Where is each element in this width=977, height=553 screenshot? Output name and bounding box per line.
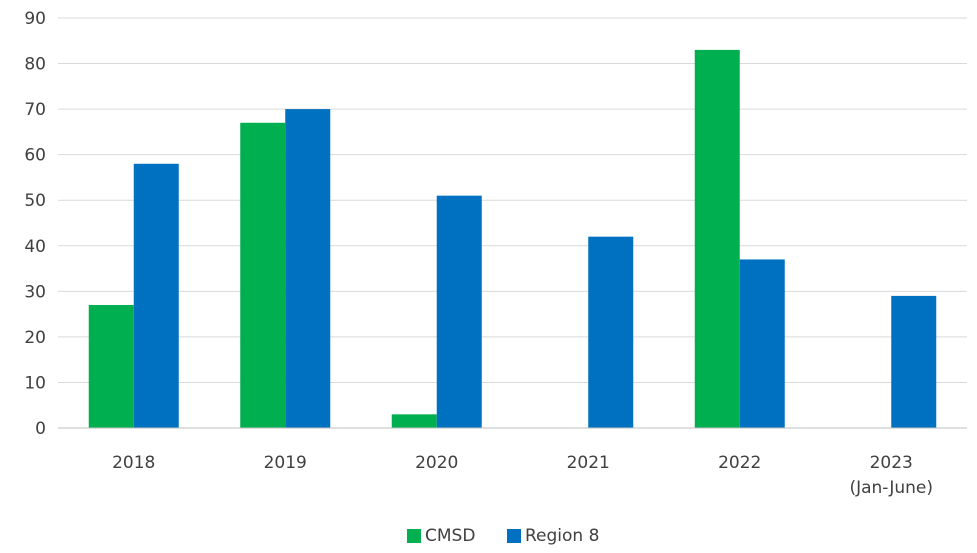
y-tick-label: 0	[35, 419, 46, 439]
y-tick-label: 40	[24, 237, 46, 257]
y-tick-label: 70	[24, 100, 46, 120]
bar-cmsd-2018	[88, 305, 134, 428]
x-tick-label: 2023	[870, 453, 913, 473]
y-tick-label: 80	[24, 55, 46, 75]
bar-cmsd-2020	[391, 414, 437, 428]
bar-region-8-2022	[739, 259, 785, 428]
x-tick-label: 2021	[567, 453, 610, 473]
legend: CMSD Region 8	[407, 526, 599, 546]
bar-region-8-2018	[133, 163, 179, 428]
y-tick-label: 20	[24, 328, 46, 348]
legend-swatch-cmsd	[407, 529, 421, 543]
bar-region-8-2019	[285, 109, 331, 428]
x-axis-tick-labels: 2018 2019 2020 2021 2022 2023 (Jan-June)	[112, 453, 933, 498]
bar-cmsd-2019	[240, 122, 286, 429]
y-tick-label: 60	[24, 146, 46, 166]
y-tick-label: 90	[24, 9, 46, 29]
bars	[88, 49, 937, 429]
bar-region-8-2023	[891, 295, 937, 428]
x-tick-label: 2022	[718, 453, 761, 473]
bar-region-8-2021	[588, 236, 634, 428]
y-tick-label: 50	[24, 191, 46, 211]
bar-cmsd-2022	[694, 49, 740, 429]
x-tick-label: 2020	[415, 453, 458, 473]
y-tick-label: 10	[24, 373, 46, 393]
y-tick-label: 30	[24, 282, 46, 302]
x-tick-label: 2019	[264, 453, 307, 473]
x-tick-label: 2018	[112, 453, 155, 473]
legend-label: CMSD	[425, 526, 475, 546]
bar-region-8-2020	[436, 195, 482, 428]
y-axis-tick-labels: 0 10 20 30 40 50 60 70 80 90	[24, 9, 46, 439]
x-tick-label: (Jan-June)	[849, 478, 933, 498]
legend-swatch-region-8	[507, 529, 521, 543]
gridlines	[58, 17, 967, 383]
legend-label: Region 8	[525, 526, 599, 546]
